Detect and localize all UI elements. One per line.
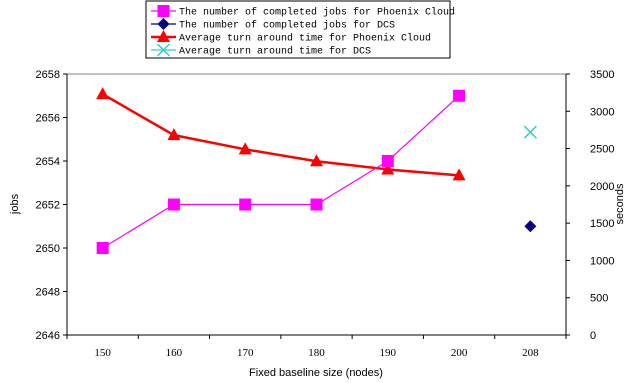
data-point (452, 168, 466, 181)
series-1 (524, 220, 537, 233)
y-left-tick-label: 2652 (36, 200, 60, 212)
legend-item: Average turn around time for DCS (151, 43, 371, 58)
legend-marker (157, 30, 170, 42)
data-point (310, 154, 323, 167)
legend-box (145, 0, 451, 59)
legend-item: The number of completed jobs for DCS (151, 18, 395, 32)
axes: 2646 2648 2650 2652 2654 2656 2658 0 500 1000 1500… (36, 69, 615, 359)
data-point (310, 198, 323, 211)
y-right-tick-label: 2500 (590, 144, 614, 156)
x-tick-label: 150 (94, 347, 111, 359)
data-point (96, 242, 109, 254)
data-point (381, 155, 394, 167)
y-right-tick-label: 3000 (590, 106, 614, 118)
y-left-tick-label: 2648 (36, 287, 60, 299)
series-line (102, 93, 460, 177)
y-right-tick-label: 3500 (590, 69, 614, 81)
series-2 (96, 87, 466, 181)
x-tick-label: 180 (308, 347, 325, 359)
y-axis-left-title: jobs (9, 193, 21, 215)
y-left-tick-label: 2656 (36, 113, 60, 125)
legend-label: The number of completed jobs for Phoenix… (179, 7, 455, 19)
y-left-tick-label: 2658 (36, 69, 60, 81)
legend-marker (157, 5, 170, 17)
y-right-tick-label: 0 (590, 330, 596, 342)
legend-marker (157, 18, 170, 30)
x-axis-title: Fixed baseline size (nodes) (249, 367, 383, 379)
data-point (453, 89, 466, 102)
x-tick-label: 170 (237, 347, 254, 359)
legend-label: Average turn around time for Phoenix Clo… (179, 33, 431, 45)
series-3 (523, 125, 537, 139)
y-right-tick-label: 500 (590, 293, 608, 305)
data-point (167, 198, 180, 211)
y-right-tick-label: 1000 (590, 255, 614, 267)
data-point (523, 125, 537, 139)
data-point (167, 128, 181, 141)
data-point (239, 198, 252, 211)
legend: The number of completed jobs for Phoenix… (145, 0, 455, 59)
legend-item: The number of completed jobs for Phoenix… (151, 5, 455, 19)
x-tick-label: 190 (380, 347, 397, 359)
legend-item: Average turn around time for Phoenix Clo… (151, 30, 431, 45)
legend-label: Average turn around time for DCS (179, 46, 371, 58)
series-layer (96, 87, 537, 254)
y-left-tick-label: 2646 (36, 330, 60, 342)
y-right-tick-label: 2000 (590, 181, 614, 193)
data-point (381, 162, 395, 175)
series-line (102, 95, 460, 249)
x-tick-label: 200 (451, 347, 468, 359)
y-right-tick-label: 1500 (590, 218, 614, 230)
y-axis-right-title: seconds (614, 183, 626, 224)
y-left-tick-label: 2650 (36, 243, 60, 255)
x-tick-label: 160 (166, 347, 183, 359)
y-left-tick-label: 2654 (36, 156, 60, 168)
x-tick-label: 208 (522, 347, 539, 359)
series-0 (96, 89, 466, 254)
data-point (96, 87, 110, 100)
data-point (524, 220, 537, 233)
legend-marker (156, 43, 171, 57)
data-point (238, 142, 252, 155)
legend-label: The number of completed jobs for DCS (179, 20, 395, 32)
